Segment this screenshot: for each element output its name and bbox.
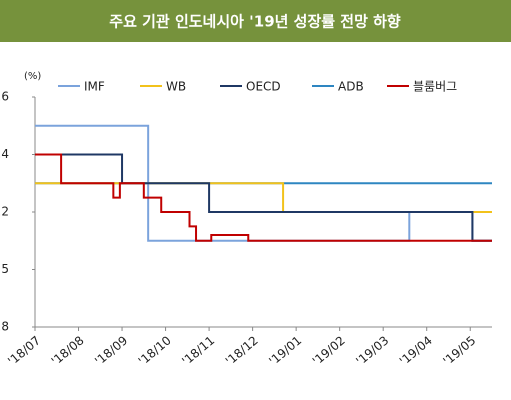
x-tick-label: '18/11 [179,333,217,368]
x-tick-label: '18/12 [223,333,261,368]
y-tick-label: 5.4 [0,147,9,161]
title-bar [0,0,511,42]
x-tick-label: '19/02 [310,333,348,368]
legend-label: OECD [246,80,281,94]
y-tick-label: 5.2 [0,205,9,219]
y-tick-label: 4.8 [0,320,9,334]
legend-label: WB [166,80,186,94]
x-tick-label: '19/05 [440,333,478,368]
x-tick-label: '18/08 [49,333,87,368]
series-line [35,182,492,213]
legend-label: ADB [338,80,364,94]
x-tick-label: '18/09 [92,333,130,368]
y-tick-label: 5 [1,262,9,276]
chart-title: 주요 기관 인도네시아 '19년 성장률 전망 하향 [109,13,401,31]
x-tick-label: '19/03 [353,333,391,368]
y-tick-label: 5.6 [0,90,9,104]
series-line [35,153,492,242]
legend-label: 블룸버그 [413,80,457,94]
series-line [35,153,492,242]
x-tick-label: '18/10 [136,333,174,368]
x-tick-label: '19/04 [397,333,435,368]
x-tick-label: '18/07 [5,333,43,368]
y-unit: (%) [24,71,41,82]
legend-label: IMF [84,80,105,94]
x-tick-label: '19/01 [266,333,304,368]
